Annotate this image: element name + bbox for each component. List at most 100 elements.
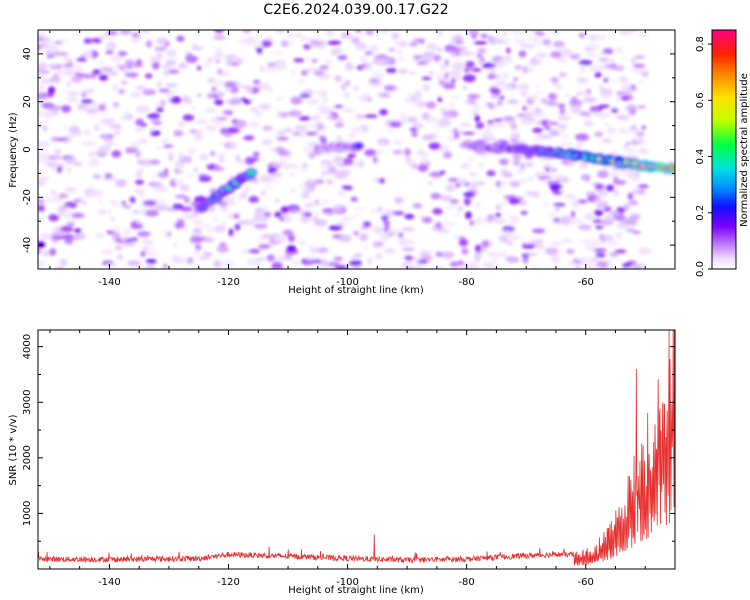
heatmap-cell [440, 194, 453, 202]
heatmap-cell [137, 231, 151, 237]
heatmap-cell [161, 99, 166, 107]
heatmap-cell [154, 205, 168, 211]
heatmap-cell [477, 47, 487, 54]
x-tick-label: -80 [458, 577, 474, 588]
snr-panel: -140 -120 -100 -80 -60 1000 2000 3000 4000 Heig… [8, 329, 676, 596]
heatmap-cell [579, 65, 586, 74]
heatmap-cell [369, 78, 381, 84]
heatmap-cell [609, 251, 620, 258]
heatmap-cell [64, 238, 74, 245]
heatmap-cell [220, 261, 230, 266]
heatmap-cell [216, 117, 228, 121]
heatmap-cell [584, 213, 595, 220]
heatmap-cell [634, 55, 645, 59]
heatmap-cell [521, 241, 535, 245]
heatmap-cell [462, 74, 476, 83]
heatmap-cell [180, 206, 193, 212]
heatmap-cell [90, 157, 99, 161]
heatmap-cell [307, 99, 320, 105]
heatmap-cell [289, 188, 298, 193]
heatmap-cell [474, 217, 484, 225]
heatmap-cell [406, 91, 411, 100]
heatmap-cell [98, 104, 106, 111]
heatmap-cell [602, 78, 609, 83]
heatmap-cell [360, 226, 368, 230]
heatmap-cell [588, 64, 602, 73]
heatmap-cell [94, 233, 107, 238]
heatmap-cell [108, 71, 119, 76]
heatmap-cell [241, 219, 255, 226]
heatmap-cell [38, 36, 44, 42]
heatmap-cell [320, 163, 327, 170]
heatmap-cell [548, 165, 555, 172]
heatmap-cell [575, 133, 590, 141]
heatmap-cell [419, 38, 424, 45]
heatmap-cell [325, 262, 340, 267]
heatmap-cell [487, 251, 498, 257]
heatmap-cell [135, 179, 144, 185]
heatmap-cell [100, 101, 109, 106]
heatmap-cell [260, 40, 273, 48]
heatmap-cell [261, 139, 273, 145]
heatmap-cell [629, 215, 640, 221]
heatmap-cell [100, 249, 113, 254]
heatmap-cell [221, 205, 228, 212]
heatmap-cell [132, 64, 143, 68]
heatmap-cell [328, 30, 333, 33]
heatmap-cell [412, 203, 423, 209]
heatmap-cell [614, 249, 627, 253]
heatmap-cell [622, 56, 628, 60]
heatmap-cell [334, 265, 348, 269]
heatmap-cell [270, 172, 284, 178]
heatmap-cell [213, 79, 225, 87]
heatmap-cell [514, 64, 523, 71]
heatmap-cell [450, 202, 456, 206]
heatmap-cell [125, 147, 138, 154]
heatmap-cell [609, 210, 619, 216]
heatmap-cell [377, 206, 383, 213]
heatmap-cell [74, 228, 82, 234]
heatmap-cell [314, 179, 325, 185]
heatmap-cell [215, 152, 227, 158]
heatmap-cell [235, 154, 241, 163]
heatmap-cell [598, 190, 609, 198]
heatmap-cell [451, 62, 466, 70]
heatmap-cell [428, 142, 441, 150]
heatmap-cell [99, 60, 105, 64]
heatmap-cell [432, 208, 443, 215]
heatmap-cell [520, 91, 528, 97]
heatmap-cell [155, 146, 163, 149]
x-tick-label: -80 [458, 277, 474, 288]
heatmap-cell [347, 35, 355, 40]
heatmap-cell [461, 51, 474, 56]
heatmap-cell [193, 167, 199, 172]
heatmap-cell [428, 172, 441, 177]
heatmap-cell [565, 93, 570, 97]
heatmap-cell [105, 141, 114, 147]
heatmap-cell [437, 47, 442, 52]
heatmap-cell [419, 215, 425, 220]
heatmap-cell [561, 239, 573, 243]
heatmap-cell [258, 103, 271, 110]
heatmap-cell [193, 251, 198, 255]
heatmap-cell [224, 196, 235, 203]
heatmap-cell [339, 234, 352, 243]
heatmap-cell [66, 80, 71, 88]
heatmap-cell [181, 156, 191, 162]
heatmap-cell [87, 74, 97, 79]
heatmap-cell [115, 179, 127, 188]
heatmap-cell [253, 211, 265, 220]
heatmap-cell [467, 94, 481, 98]
heatmap-cell [579, 238, 593, 245]
heatmap-cell [113, 130, 122, 136]
heatmap-cell [599, 52, 609, 56]
heatmap-cell [449, 261, 460, 267]
heatmap-cell [474, 244, 482, 253]
heatmap-cell [630, 57, 637, 65]
colorbar-tick-label: 0.2 [695, 205, 706, 221]
heatmap-cell [476, 53, 483, 58]
heatmap-cell [72, 162, 83, 166]
heatmap-cell [62, 69, 76, 76]
heatmap-cell [619, 76, 628, 82]
y-tick-label: -20 [22, 189, 33, 205]
